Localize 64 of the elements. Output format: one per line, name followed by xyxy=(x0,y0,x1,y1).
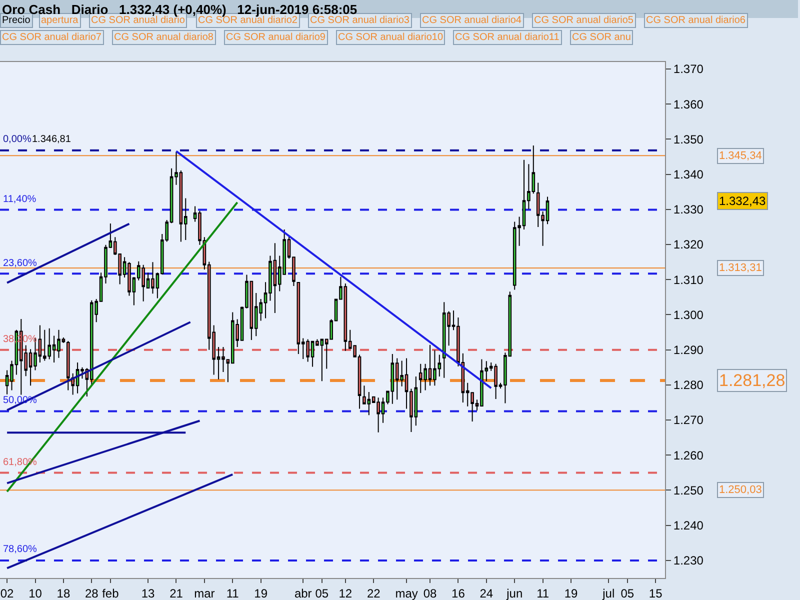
text: CG SOR anual diario2 xyxy=(198,15,298,26)
y-tick-label: 1.310 xyxy=(673,272,704,287)
x-tick-label: feb xyxy=(102,586,120,600)
y-tick-label: 1.370 xyxy=(673,62,704,76)
annotation: 1.346,81 xyxy=(32,134,72,145)
x-tick-label: 10 xyxy=(28,586,42,600)
x-tick-label: 08 xyxy=(423,586,438,600)
y-tick-label: 1.340 xyxy=(673,168,704,182)
y-tick-label: 1.280 xyxy=(673,378,704,392)
y-tick-label: 1.300 xyxy=(673,308,704,322)
text: CG SOR anual diario xyxy=(91,15,186,26)
annotation: 11,40% xyxy=(3,194,36,205)
x-tick-label: 05 xyxy=(620,586,634,600)
x-tick-label: mar xyxy=(194,586,215,600)
x-tick-label: 15 xyxy=(648,586,663,600)
annotation: 0,00% xyxy=(3,134,32,145)
x-tick-label: 13 xyxy=(141,586,156,600)
x-tick-label: may xyxy=(395,586,418,600)
text: Precio xyxy=(2,15,31,26)
text: CG SOR anual diario4 xyxy=(422,15,522,26)
y-tick-label: 1.250 xyxy=(673,483,704,498)
text: CG SOR anual diario9 xyxy=(226,32,326,43)
text: 1.332,43 xyxy=(719,194,766,208)
text: CG SOR anual diario6 xyxy=(646,15,746,26)
text: CG SOR anual diario5 xyxy=(534,15,634,26)
ref-line-label: 1.281,28 xyxy=(719,371,786,390)
x-tick-label: 11 xyxy=(536,586,550,600)
text: CG SOR anual diario8 xyxy=(114,32,214,43)
y-tick-label: 1.290 xyxy=(673,343,704,358)
y-tick-label: 1.360 xyxy=(673,97,704,112)
annotation: 78,60% xyxy=(3,544,38,555)
chart-title: Oro Cash Diario 1.332,43 (+0,40%) 12-jun-2019 6:58:05 xyxy=(2,2,358,17)
x-tick-label: 19 xyxy=(254,586,268,600)
x-tick-label: 22 xyxy=(366,586,381,600)
y-tick-label: 1.230 xyxy=(673,554,704,568)
x-tick-label: 19 xyxy=(564,586,578,600)
x-tick-label: jul xyxy=(602,586,615,600)
x-tick-label: 05 xyxy=(315,586,329,600)
text: CG SOR anual diario3 xyxy=(310,15,410,26)
y-tick-label: 1.320 xyxy=(673,238,704,252)
y-tick-label: 1.350 xyxy=(673,132,704,146)
ref-line-label: 1.345,34 xyxy=(719,150,762,162)
text: CG SOR anu xyxy=(572,32,631,43)
ref-line-label: 1.313,31 xyxy=(719,262,762,274)
annotation: 23,60% xyxy=(3,258,38,269)
x-tick-label: 11 xyxy=(226,586,240,600)
x-tick-label: 21 xyxy=(170,586,184,600)
y-tick-label: 1.270 xyxy=(673,413,704,428)
text: CG SOR anual diario7 xyxy=(2,32,102,43)
ref-line-label: 1.250,03 xyxy=(719,484,762,496)
x-tick-label: 28 xyxy=(84,586,99,600)
x-tick-label: abr xyxy=(294,586,312,600)
y-tick-label: 1.260 xyxy=(673,448,704,462)
text: apertura xyxy=(41,15,79,26)
text: CG SOR anual diario11 xyxy=(455,32,560,43)
x-tick-label: jun xyxy=(506,586,523,600)
text: CG SOR anual diario10 xyxy=(338,32,444,43)
x-tick-label: 16 xyxy=(452,586,466,600)
y-tick-label: 1.240 xyxy=(673,518,704,533)
x-tick-label: 24 xyxy=(480,586,494,600)
x-tick-label: 12 xyxy=(338,586,352,600)
x-tick-label: 02 xyxy=(0,586,14,600)
x-tick-label: 18 xyxy=(56,586,70,600)
y-tick-label: 1.330 xyxy=(673,202,704,217)
